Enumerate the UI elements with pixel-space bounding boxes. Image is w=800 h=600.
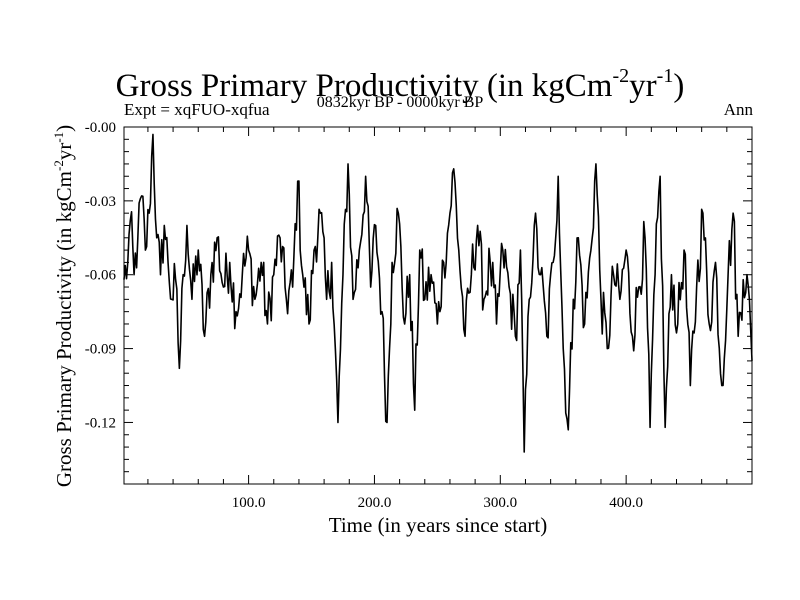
chart-title: Gross Primary Productivity (in kgCm-2yr-… bbox=[115, 65, 685, 104]
x-tick-label: 300.0 bbox=[483, 495, 517, 511]
experiment-label: Expt = xqFUO-xqfua bbox=[124, 100, 270, 119]
x-tick-label: 100.0 bbox=[232, 495, 266, 511]
plot-frame bbox=[123, 126, 753, 485]
y-axis-label: Gross Primary Productivity (in kgCm-2yr-… bbox=[51, 125, 76, 487]
y-tick-label: -0.03 bbox=[85, 194, 116, 210]
x-axis-label: Time (in years since start) bbox=[329, 513, 548, 537]
y-tick-label: -0.06 bbox=[85, 268, 117, 284]
y-tick-label: -0.09 bbox=[85, 342, 116, 358]
season-label: Ann bbox=[723, 100, 753, 119]
x-tick-label: 200.0 bbox=[358, 495, 392, 511]
x-tick-label: 400.0 bbox=[609, 495, 643, 511]
series-line bbox=[123, 133, 753, 453]
period-label: 0832kyr BP - 0000kyr BP bbox=[316, 94, 484, 111]
y-tick-label: -0.00 bbox=[85, 120, 116, 136]
y-tick-label: -0.12 bbox=[85, 415, 116, 431]
